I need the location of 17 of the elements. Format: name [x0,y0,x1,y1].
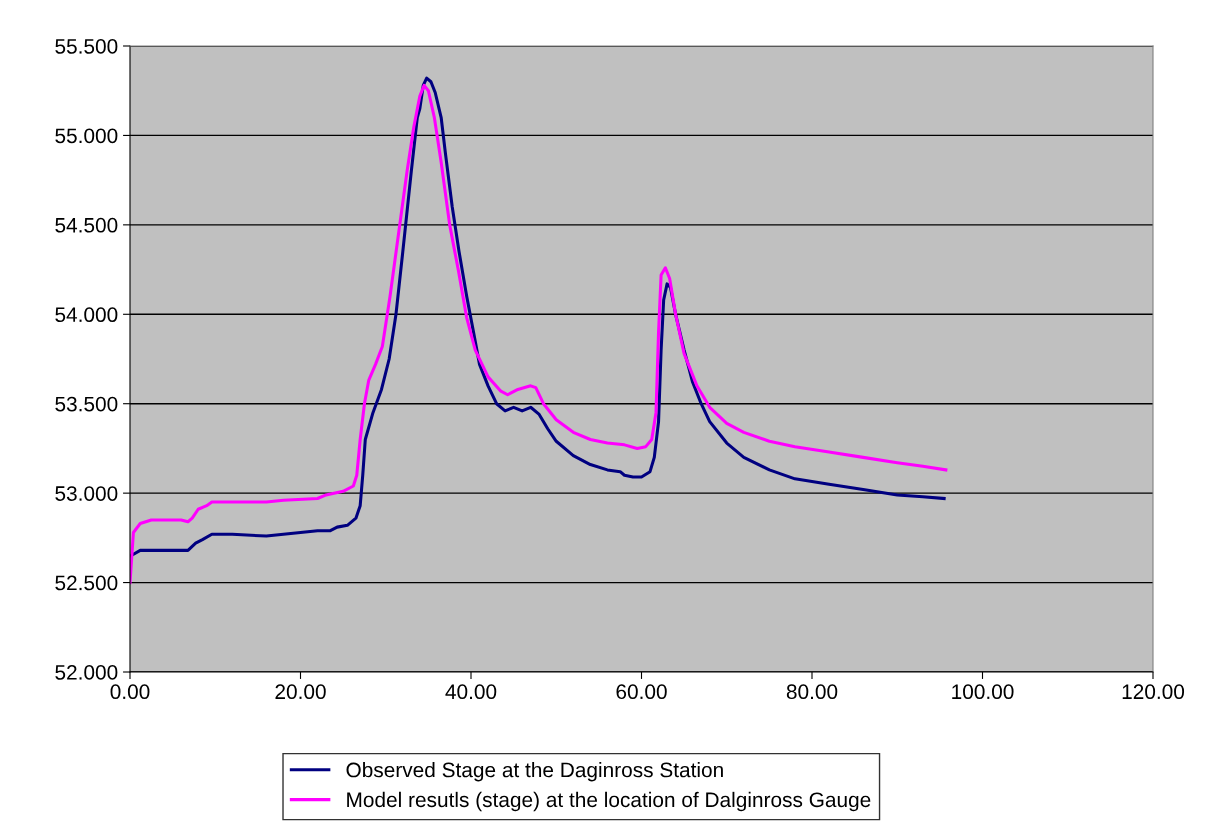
y-tick-label: 55.000 [55,128,118,144]
y-tick-label: 53.500 [55,396,118,412]
x-tick-label: 80.00 [786,684,838,700]
x-tick-label: 40.00 [445,684,497,700]
y-tick-label: 55.500 [55,39,118,54]
x-tick-label: 20.00 [275,684,326,700]
legend-label: Model resutls (stage) at the location of Dalginross Gauge [347,791,871,812]
x-tick-label: 120.00 [1122,684,1185,700]
y-tick-label: 54.000 [55,307,118,323]
legend-label: Observed Stage at the Daginross Station [346,761,723,782]
y-tick-label: 54.500 [55,217,118,233]
x-tick-label: 0.00 [110,684,150,700]
y-tick-label: 53.000 [55,486,118,501]
y-tick-label: 52.500 [55,575,118,591]
y-tick-label: 52.000 [55,665,118,680]
x-tick-label: 60.00 [616,684,667,700]
x-tick-label: 100.00 [952,684,1014,700]
